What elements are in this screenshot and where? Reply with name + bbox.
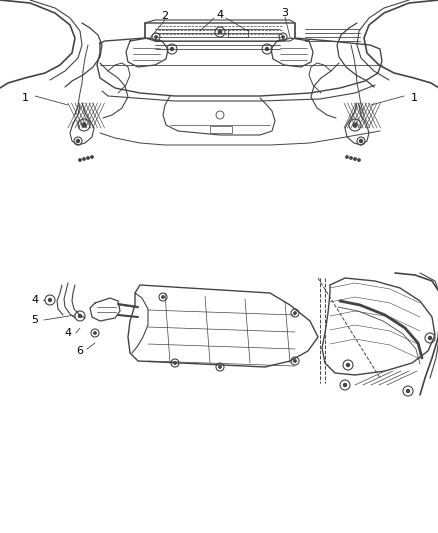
Circle shape	[162, 296, 164, 298]
Text: 1: 1	[21, 93, 28, 103]
Circle shape	[83, 158, 85, 160]
Circle shape	[82, 123, 86, 127]
Text: 2: 2	[161, 11, 168, 21]
Circle shape	[357, 159, 360, 161]
Circle shape	[218, 30, 221, 34]
Text: 4: 4	[32, 295, 39, 305]
Circle shape	[48, 298, 51, 302]
Circle shape	[170, 47, 173, 51]
Circle shape	[218, 366, 221, 368]
Circle shape	[345, 156, 347, 158]
Circle shape	[76, 140, 79, 142]
Circle shape	[349, 157, 351, 159]
Circle shape	[346, 364, 349, 367]
Circle shape	[87, 157, 89, 159]
Circle shape	[359, 140, 362, 142]
Circle shape	[293, 312, 296, 314]
Circle shape	[406, 390, 409, 392]
Text: 4: 4	[216, 10, 223, 20]
Circle shape	[352, 123, 356, 127]
Circle shape	[353, 158, 355, 160]
Circle shape	[265, 47, 268, 51]
Text: 6: 6	[76, 346, 83, 356]
Circle shape	[94, 332, 96, 334]
Bar	[227, 29, 247, 37]
Text: 1: 1	[410, 93, 417, 103]
Circle shape	[293, 360, 296, 362]
Circle shape	[78, 159, 81, 161]
Circle shape	[343, 384, 346, 386]
Text: 5: 5	[32, 315, 39, 325]
Circle shape	[173, 362, 176, 364]
Bar	[209, 126, 231, 133]
Text: 3: 3	[281, 8, 288, 18]
Circle shape	[78, 314, 81, 318]
Circle shape	[155, 36, 157, 38]
Circle shape	[91, 156, 93, 158]
Circle shape	[427, 336, 431, 340]
Text: 4: 4	[64, 328, 71, 338]
Circle shape	[281, 36, 283, 38]
